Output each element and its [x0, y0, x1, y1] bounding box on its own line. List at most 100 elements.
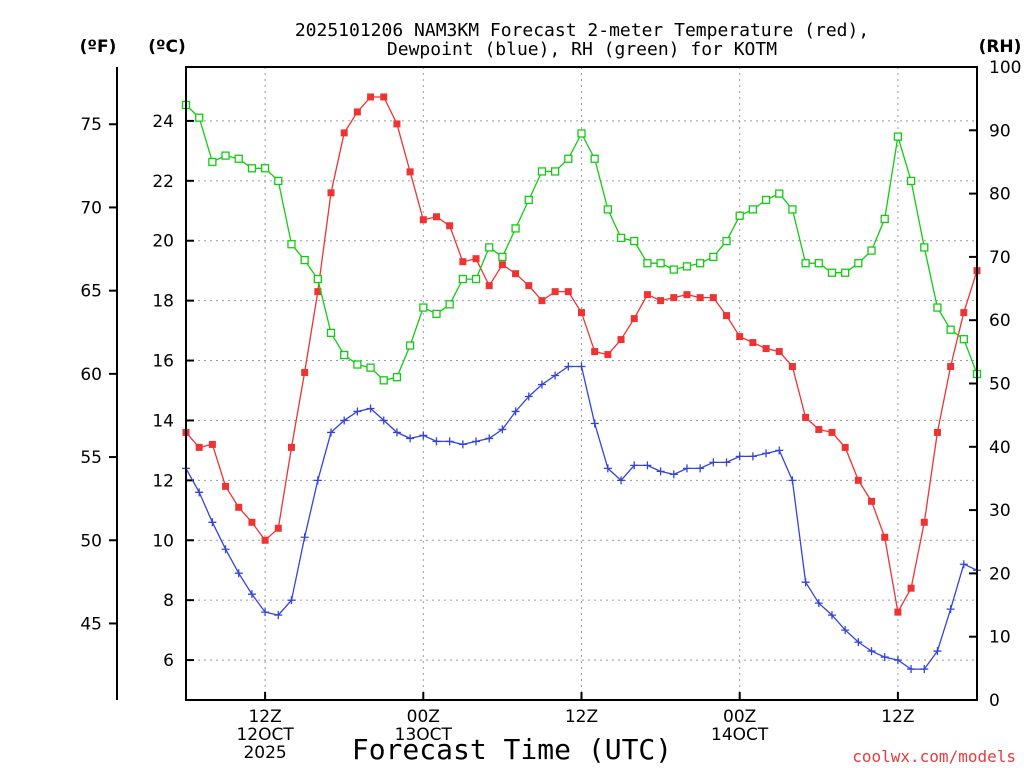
data-point	[498, 425, 507, 434]
data-point	[656, 259, 665, 268]
data-point	[406, 168, 414, 176]
data-point	[788, 363, 796, 371]
data-point	[577, 362, 586, 371]
data-point	[590, 154, 599, 163]
data-point	[287, 240, 296, 249]
data-point	[260, 164, 270, 173]
fahrenheit-tick-label: 55	[80, 448, 102, 468]
data-point	[748, 452, 757, 461]
data-point	[933, 303, 942, 312]
data-point	[537, 167, 547, 176]
data-point	[854, 638, 863, 647]
data-point	[906, 176, 916, 186]
data-point	[814, 599, 823, 608]
data-point	[723, 312, 731, 320]
rh-tick-label: 0	[989, 691, 1000, 711]
data-point	[445, 437, 454, 446]
data-point	[471, 274, 481, 284]
chart-title-line1: 2025101206 NAM3KM Forecast 2-meter Tempe…	[295, 20, 869, 41]
celsius-tick-label: 6	[163, 651, 174, 671]
data-point	[208, 440, 216, 448]
celsius-tick-label: 10	[152, 531, 174, 551]
celsius-unit-label: (ºC)	[148, 37, 186, 57]
data-point	[682, 464, 691, 473]
data-point	[287, 443, 295, 451]
data-point	[867, 647, 876, 656]
data-point	[775, 446, 784, 455]
data-point	[669, 470, 678, 479]
rh-tick-label: 10	[989, 628, 1011, 648]
fahrenheit-tick-label: 60	[80, 365, 102, 385]
data-point	[432, 309, 441, 319]
fahrenheit-tick-label: 70	[80, 198, 102, 218]
data-point	[696, 259, 705, 268]
data-point	[604, 351, 612, 359]
data-point	[762, 345, 770, 353]
celsius-tick-label: 24	[152, 112, 174, 132]
data-point	[959, 560, 968, 569]
data-point	[749, 339, 757, 347]
data-point	[577, 129, 586, 138]
data-point	[920, 665, 929, 674]
data-point	[564, 288, 572, 296]
grid-lines	[186, 67, 977, 700]
data-point	[814, 259, 823, 268]
data-point	[314, 288, 322, 296]
data-point	[722, 458, 731, 467]
data-point	[775, 189, 784, 198]
time-tick-label: 00Z	[723, 707, 756, 727]
data-point	[208, 157, 217, 167]
data-point	[880, 653, 889, 662]
data-point	[485, 243, 494, 252]
data-point	[248, 518, 256, 526]
data-point	[801, 578, 810, 587]
rh-tick-label: 20	[989, 564, 1011, 584]
celsius-tick-label: 8	[163, 591, 174, 611]
time-tick-label: 12OCT	[236, 725, 294, 745]
rh-tick-label: 100	[989, 58, 1021, 78]
data-point	[538, 297, 546, 305]
celsius-tick-label: 16	[152, 352, 174, 372]
rh-tick-label: 40	[989, 438, 1011, 458]
time-tick-label: 12Z	[881, 707, 914, 727]
rh-tick-label: 50	[989, 375, 1011, 395]
data-point	[933, 428, 941, 436]
data-point	[827, 611, 836, 620]
data-point	[445, 300, 454, 309]
data-point	[235, 503, 243, 511]
data-point	[432, 213, 440, 221]
data-point	[960, 309, 968, 317]
data-point	[208, 518, 217, 527]
data-point	[630, 461, 639, 470]
data-point	[327, 189, 335, 197]
series-2-meter-temperature	[182, 93, 981, 616]
data-point	[247, 164, 257, 173]
rh-tick-label: 70	[989, 248, 1011, 268]
data-point	[788, 476, 797, 485]
data-point	[300, 255, 309, 265]
data-point	[827, 268, 837, 277]
data-point	[551, 288, 559, 296]
data-point	[379, 416, 388, 425]
data-point	[788, 205, 797, 214]
data-point	[419, 303, 428, 312]
data-point	[301, 369, 309, 377]
data-point	[709, 252, 718, 262]
data-point	[340, 350, 349, 360]
data-point	[512, 270, 520, 278]
data-point	[353, 108, 361, 116]
data-point	[801, 259, 810, 268]
data-point	[736, 333, 744, 341]
data-point	[591, 348, 599, 356]
data-point	[392, 373, 402, 382]
data-point	[234, 154, 243, 163]
data-point	[828, 428, 836, 436]
time-tick-label: 13OCT	[395, 725, 453, 745]
data-point	[630, 315, 638, 323]
data-point	[366, 404, 375, 413]
credit-label: coolwx.com/models	[852, 747, 1016, 766]
data-point	[234, 569, 243, 578]
data-point	[709, 458, 718, 467]
data-point	[735, 211, 744, 220]
